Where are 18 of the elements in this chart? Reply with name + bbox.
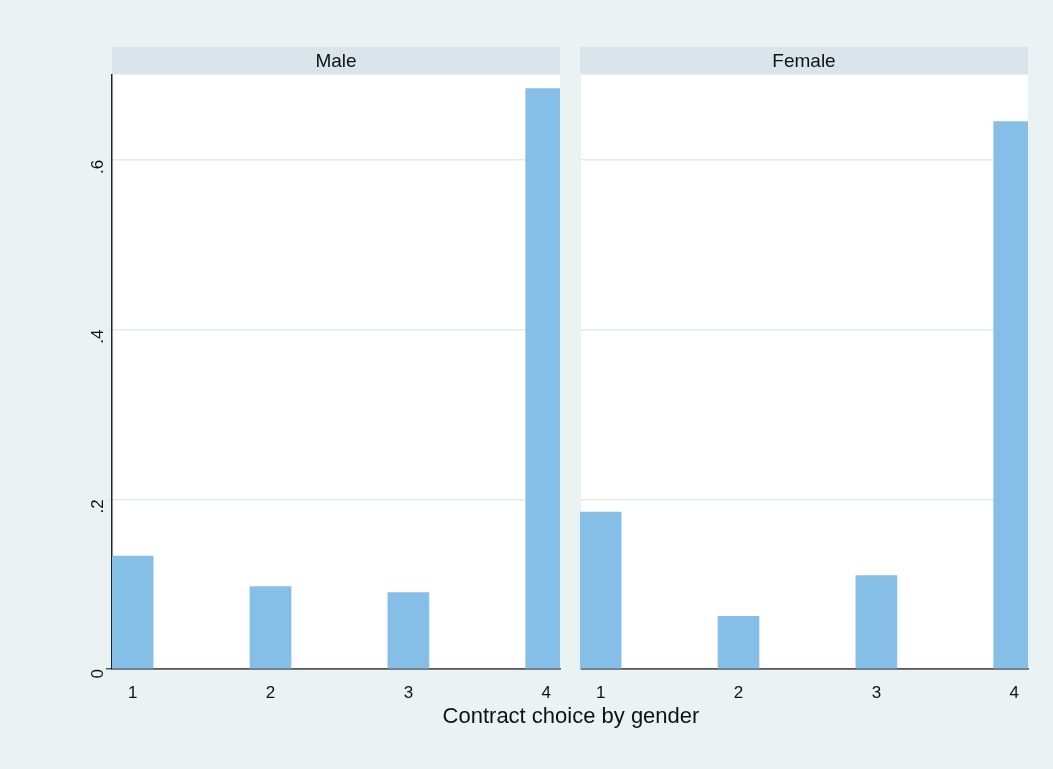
x-tick-label: 2 xyxy=(733,682,744,702)
bar xyxy=(580,511,622,669)
x-tick-label: 3 xyxy=(871,682,882,702)
x-tick-label: 1 xyxy=(127,682,138,702)
x-tick-label: 2 xyxy=(265,682,276,702)
chart-title: Female xyxy=(580,47,1028,74)
y-tick-label: .2 xyxy=(87,499,107,514)
chart-title: Male xyxy=(112,47,560,74)
bar xyxy=(717,616,760,669)
bar xyxy=(855,575,898,669)
y-tick-label: .4 xyxy=(87,329,107,344)
x-axis-title: Contract choice by gender xyxy=(441,703,701,729)
x-tick-label: 4 xyxy=(1009,682,1019,702)
y-tick-label: 0 xyxy=(87,669,107,679)
y-tick-label: .6 xyxy=(87,159,107,175)
x-tick-label: 1 xyxy=(595,682,606,702)
x-tick-label: 3 xyxy=(403,682,414,702)
x-tick-label: 4 xyxy=(541,682,551,702)
